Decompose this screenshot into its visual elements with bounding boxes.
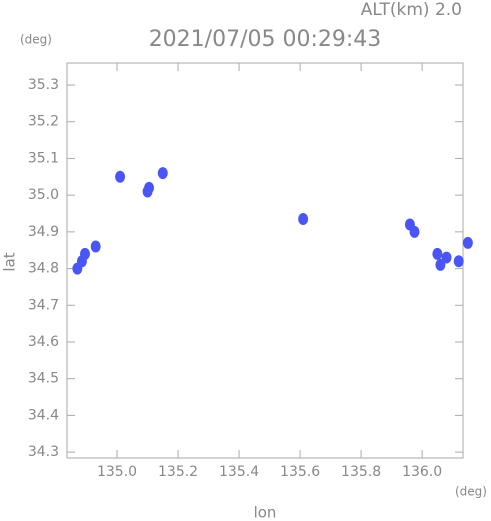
echo (90, 240, 101, 253)
y-tick-label: 34.8 (28, 261, 59, 277)
y-tick-label: 34.4 (28, 407, 59, 423)
x-tick-label: 135.6 (280, 464, 320, 480)
subtitle: ALT(km) 2.0 (361, 0, 462, 20)
echo (432, 247, 443, 260)
echo (435, 258, 446, 271)
echo (441, 251, 452, 264)
y-tick-label: 34.5 (28, 371, 59, 387)
x-unit: (deg) (455, 485, 487, 499)
echo (298, 213, 309, 226)
echo (115, 170, 126, 183)
y-tick-label: 35.1 (28, 150, 59, 166)
echo (80, 247, 90, 260)
y-tick-label: 34.9 (28, 224, 59, 240)
echo (409, 225, 420, 238)
x-tick-label: 135.2 (158, 464, 198, 480)
x-axis-label: lon (254, 504, 277, 521)
y-tick-label: 35.2 (28, 114, 59, 130)
y-tick-label: 34.7 (28, 297, 59, 313)
echo (462, 236, 473, 249)
echo (157, 167, 168, 180)
y-unit: (deg) (20, 33, 52, 47)
x-tick-label: 135.0 (97, 464, 137, 480)
x-tick-label: 135.4 (219, 464, 259, 480)
y-tick-label: 34.3 (28, 444, 59, 460)
y-tick-label: 35.3 (28, 77, 59, 93)
chart-title: 2021/07/05 00:29:43 (149, 27, 382, 52)
echo (144, 181, 155, 194)
x-tick-label: 135.8 (341, 464, 381, 480)
x-tick-label: 136.0 (402, 464, 442, 480)
y-tick-label: 34.6 (28, 334, 59, 350)
plot-frame (66, 62, 464, 459)
y-tick-label: 35.0 (28, 187, 59, 203)
y-axis-label: lat (1, 252, 19, 271)
echo (453, 255, 464, 268)
